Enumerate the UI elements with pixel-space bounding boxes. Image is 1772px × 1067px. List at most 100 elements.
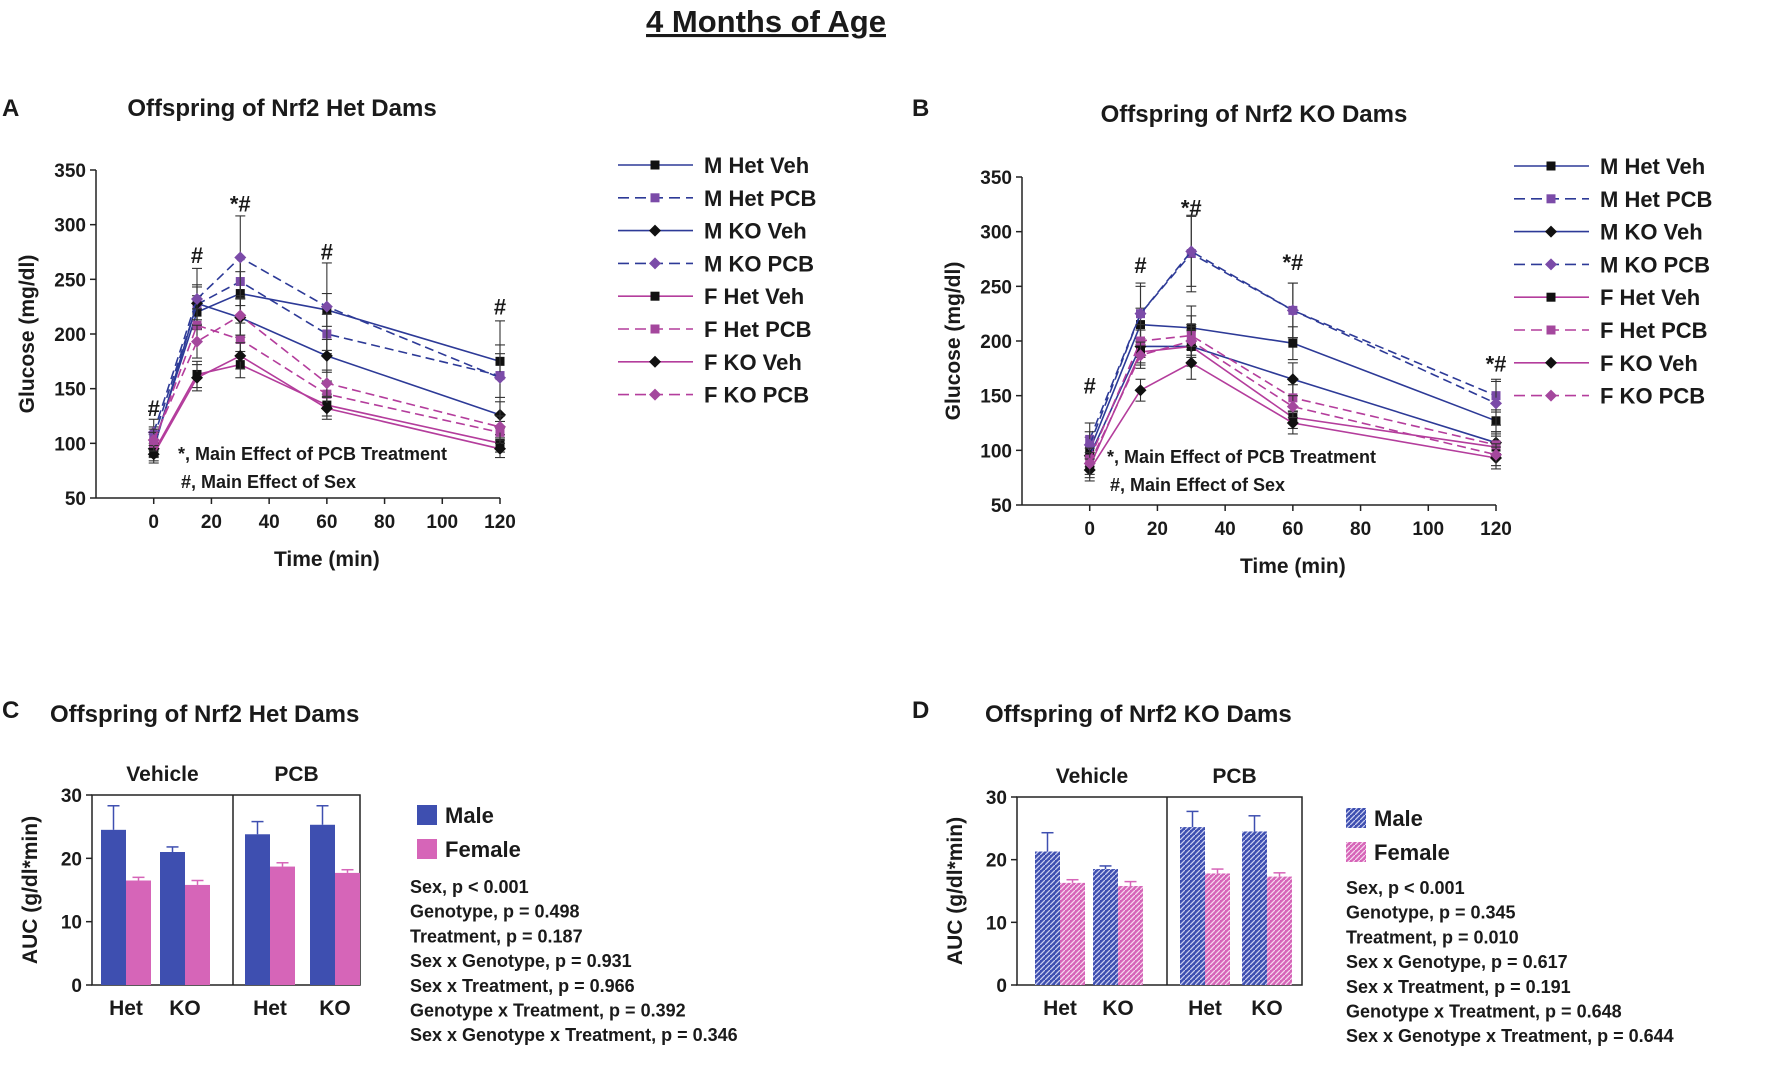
legend-marker (1546, 292, 1556, 302)
bar-male (1180, 827, 1205, 985)
category-label: KO (319, 997, 351, 1020)
legend-swatch-female (417, 839, 437, 859)
legend-label: F Het Veh (1600, 285, 1700, 310)
bar-female (1267, 876, 1292, 985)
data-point (494, 442, 506, 455)
y-tick-label: 0 (71, 976, 82, 997)
annotation-pcb: *, Main Effect of PCB Treatment (1107, 447, 1376, 467)
legend-label-male: Male (1374, 806, 1423, 831)
data-point (1490, 397, 1502, 410)
chart-a-legend: M Het Veh M Het PCB M KO Veh M KO PCB F Het … (618, 153, 816, 408)
y-tick-label: 100 (980, 441, 1012, 462)
significance-marker: *# (1181, 195, 1202, 220)
legend-label: M KO Veh (1600, 220, 1703, 245)
chart-c-statistics: Sex, p < 0.001 Genotype, p = 0.498 Treatme… (410, 877, 738, 1045)
chart-c-auc-bars: 0 10 20 30 AUC (g/dl*min) Vehicle PCB Het KO Het K… (19, 763, 361, 1020)
data-point (1134, 349, 1147, 362)
y-tick-label: 30 (61, 786, 82, 807)
x-tick-label: 60 (316, 512, 337, 533)
y-tick-label: 100 (54, 434, 86, 455)
data-point (191, 335, 203, 348)
y-tick-label: 50 (65, 489, 86, 510)
bar-male (160, 852, 185, 985)
series-line (1088, 334, 1497, 460)
legend-marker (650, 160, 660, 170)
category-label: KO (169, 997, 201, 1020)
stat-line: Genotype x Treatment, p = 0.648 (1346, 1002, 1622, 1022)
y-axis-label: AUC (g/dl*min) (19, 816, 42, 964)
data-point (494, 420, 506, 433)
chart-a-glucose-curves: 50 100 150 200 250 300 350 0 20 40 60 80 100 120 Time … (16, 161, 516, 571)
x-tick-label: 80 (374, 512, 395, 533)
figure-title: 4 Months of Age (646, 4, 886, 39)
chart-d-auc-bars: 0 10 20 30 AUC (g/dl*min) Vehicle PCB Het KO Het K… (944, 765, 1303, 1020)
legend-marker (1546, 194, 1556, 204)
bar-female (1205, 873, 1230, 985)
group-label: Vehicle (126, 763, 198, 786)
legend-label: F Het PCB (704, 317, 812, 342)
panel-d-title: Offspring of Nrf2 KO Dams (985, 701, 1292, 728)
legend-swatch-male (1346, 808, 1366, 828)
x-tick-label: 40 (1215, 519, 1236, 540)
y-axis-label: Glucose (mg/dl) (16, 255, 39, 414)
legend-marker (1545, 389, 1557, 402)
y-tick-label: 350 (980, 168, 1012, 189)
data-point (1134, 307, 1147, 320)
stat-line: Sex x Genotype x Treatment, p = 0.346 (410, 1025, 738, 1045)
legend-label: F KO Veh (704, 350, 802, 375)
y-axis-label: Glucose (mg/dl) (942, 262, 965, 421)
x-axis-label: Time (min) (1240, 555, 1346, 578)
bar-female (270, 866, 295, 985)
bar-female (1060, 882, 1085, 985)
legend-marker (1545, 225, 1557, 238)
y-tick-label: 350 (54, 161, 86, 182)
category-label: Het (1188, 997, 1222, 1020)
stat-line: Sex x Treatment, p = 0.191 (1346, 977, 1571, 997)
legend-swatch-female (1346, 842, 1366, 862)
data-point (494, 371, 506, 384)
annotation-pcb: *, Main Effect of PCB Treatment (178, 444, 447, 464)
y-tick-label: 150 (980, 387, 1012, 408)
category-label: KO (1251, 997, 1283, 1020)
y-tick-label: 200 (54, 325, 86, 346)
legend-label: F KO Veh (1600, 351, 1698, 376)
legend-swatch-male (417, 805, 437, 825)
legend-label: M Het PCB (704, 186, 816, 211)
x-tick-label: 80 (1350, 519, 1371, 540)
y-tick-label: 150 (54, 380, 86, 401)
series-line (1088, 250, 1497, 446)
x-tick-label: 0 (148, 512, 159, 533)
significance-marker: # (148, 396, 160, 421)
data-point (1134, 384, 1147, 397)
stat-line: Genotype, p = 0.345 (1346, 903, 1516, 923)
significance-marker: # (1134, 253, 1146, 278)
chart-b-legend: M Het Veh M Het PCB M KO Veh M KO PCB F Het … (1514, 154, 1712, 409)
legend-marker (1546, 161, 1556, 171)
data-point (191, 293, 203, 306)
stat-line: Sex x Genotype x Treatment, p = 0.644 (1346, 1026, 1674, 1046)
legend-label: M Het Veh (1600, 154, 1705, 179)
y-tick-label: 300 (980, 223, 1012, 244)
legend-label: M Het PCB (1600, 187, 1712, 212)
legend-marker (649, 388, 661, 401)
bar-male (245, 834, 270, 985)
significance-marker: *# (1282, 250, 1303, 275)
data-point (234, 309, 247, 322)
x-tick-label: 40 (259, 512, 280, 533)
y-tick-label: 50 (991, 496, 1012, 517)
bar-male (101, 829, 126, 985)
plot-frame (1016, 796, 1303, 986)
data-point (320, 300, 333, 313)
stat-line: Treatment, p = 0.010 (1346, 927, 1519, 947)
data-point (234, 349, 247, 362)
data-point (1185, 356, 1198, 369)
y-tick-label: 250 (980, 277, 1012, 298)
data-point (235, 334, 245, 344)
significance-marker: # (191, 243, 203, 268)
significance-marker: *# (230, 192, 251, 217)
panel-letter-c: C (2, 697, 19, 724)
data-point (191, 371, 203, 384)
data-point (1490, 448, 1502, 461)
chart-d-legend: Male Female (1346, 806, 1450, 865)
